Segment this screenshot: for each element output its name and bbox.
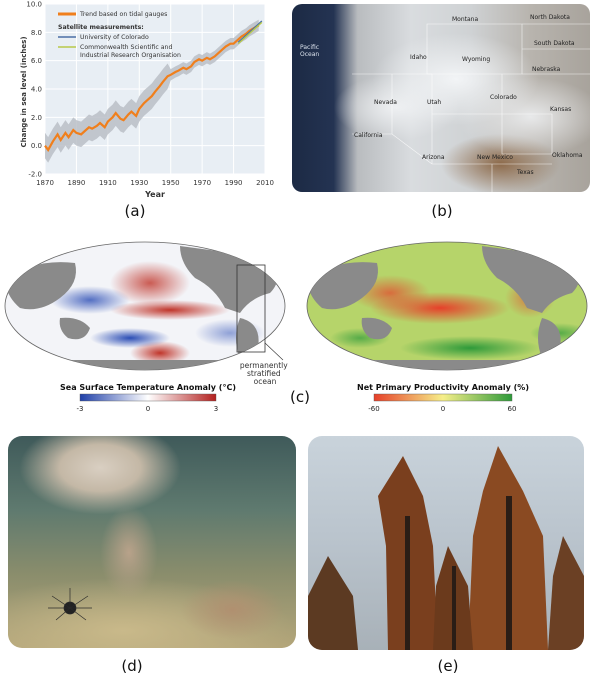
npp-scale-min: -60 <box>368 405 379 413</box>
npp-scale-title: Net Primary Productivity Anomaly (%) <box>357 383 529 392</box>
y-tick-label: 0.0 <box>31 142 42 150</box>
chart-legend: Trend based on tidal gauges Satellite me… <box>58 11 181 59</box>
dying-trees-photo <box>308 436 584 650</box>
x-axis-ticks: 1870 1890 1910 1930 1950 1970 1990 2010 <box>36 179 274 187</box>
y-tick-label: 2.0 <box>31 114 42 122</box>
state-label: North Dakota <box>530 14 570 21</box>
legend-csiro: Commonwealth Scientific and Industrial R… <box>80 44 181 59</box>
caption-d: (d) <box>121 657 143 675</box>
legend-colorado: University of Colorado <box>80 34 149 41</box>
caption-c: (c) <box>290 388 310 406</box>
caption-e: (e) <box>437 657 459 675</box>
state-label: Colorado <box>490 94 517 101</box>
x-tick-label: 1910 <box>99 179 117 187</box>
state-label: Pacific Ocean <box>300 44 320 58</box>
state-label: Arizona <box>422 154 445 161</box>
npp-color-scale <box>373 393 513 402</box>
stratified-annotation-line2: stratified <box>247 369 281 378</box>
stratified-annotation: permanently stratified ocean <box>240 361 290 386</box>
state-label: Texas <box>517 169 534 176</box>
x-tick-label: 1970 <box>193 179 211 187</box>
sst-scale-max: 3 <box>214 405 218 413</box>
y-tick-label: 10.0 <box>26 1 42 9</box>
y-tick-label: 6.0 <box>31 57 42 65</box>
x-tick-label: 1870 <box>36 179 54 187</box>
sst-anomaly-map <box>4 241 286 371</box>
y-tick-label: -2.0 <box>28 171 42 179</box>
x-tick-label: 1990 <box>225 179 243 187</box>
y-tick-label: 4.0 <box>31 86 42 94</box>
y-axis-ticks: -2.0 0.0 2.0 4.0 6.0 8.0 10.0 <box>26 1 42 179</box>
caption-a: (a) <box>124 202 146 220</box>
x-tick-label: 2010 <box>256 179 274 187</box>
sst-scale-mid: 0 <box>146 405 150 413</box>
bleached-coral-photo <box>8 436 296 648</box>
anomaly-maps: permanently stratified ocean Sea Surface… <box>4 241 588 413</box>
npp-anomaly-map <box>306 241 588 371</box>
state-label: Wyoming <box>462 56 491 63</box>
state-label: California <box>354 132 383 139</box>
uncertainty-band <box>45 19 259 163</box>
legend-csiro-line1: Commonwealth Scientific and <box>80 44 172 51</box>
npp-scale-max: 60 <box>508 405 517 413</box>
sst-color-scale <box>79 393 217 402</box>
state-label: Idaho <box>410 54 427 61</box>
sst-scale-title: Sea Surface Temperature Anomaly (°C) <box>60 383 236 392</box>
x-tick-label: 1890 <box>68 179 86 187</box>
y-tick-label: 8.0 <box>31 29 42 37</box>
sea-level-chart: 1870 1890 1910 1930 1950 1970 1990 2010 -2.0 0.0… <box>20 1 274 200</box>
x-tick-label: 1930 <box>130 179 148 187</box>
satellite-snow-map: Montana North Dakota South Dakota Wyoming Ne… <box>292 4 590 192</box>
chart-lines <box>44 20 263 152</box>
chart-grid <box>44 3 266 175</box>
legend-tidal: Trend based on tidal gauges <box>79 11 167 18</box>
series-line-1 <box>237 20 263 43</box>
caption-b: (b) <box>431 202 453 220</box>
stratified-annotation-line3: ocean <box>254 377 277 386</box>
state-label: Kansas <box>550 106 572 113</box>
state-borders <box>352 23 590 192</box>
state-label: South Dakota <box>534 40 575 47</box>
state-label: New Mexico <box>477 154 513 161</box>
legend-satellite-heading: Satellite measurements: <box>58 24 144 31</box>
state-label: Montana <box>452 16 479 23</box>
x-axis-label: Year <box>144 190 165 199</box>
sst-scale-min: -3 <box>77 405 84 413</box>
series-line-0 <box>44 24 260 152</box>
legend-csiro-line2: Industrial Research Organisation <box>80 52 181 59</box>
tree-trunks <box>405 496 512 650</box>
y-axis-label: Change in sea level (inches) <box>20 36 28 147</box>
npp-scale-mid: 0 <box>441 405 445 413</box>
series-line-2 <box>237 21 263 45</box>
state-label: Nevada <box>374 99 397 106</box>
state-label: Nebraska <box>532 66 561 73</box>
sea-urchin-icon <box>48 588 92 621</box>
tidal-uncertainty-band <box>45 19 259 163</box>
stratified-annotation-line1: permanently <box>240 361 288 370</box>
tree-canopies <box>308 446 584 650</box>
state-label: Utah <box>427 99 442 106</box>
state-label: Oklahoma <box>552 152 583 159</box>
x-tick-label: 1950 <box>162 179 180 187</box>
